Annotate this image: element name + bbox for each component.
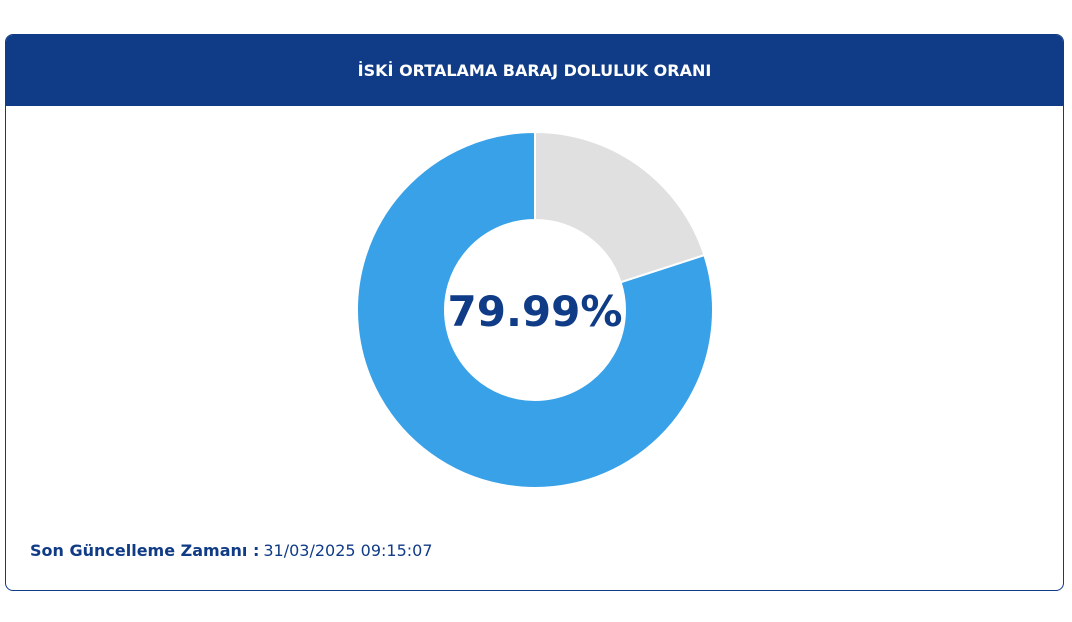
center-label: 79.99%	[448, 287, 623, 336]
footer-value: 31/03/2025 09:15:07	[263, 541, 433, 560]
card-title: İSKİ ORTALAMA BARAJ DOLULUK ORANI	[6, 35, 1063, 106]
donut-segment	[534, 130, 706, 284]
chart: 79.99%	[356, 130, 714, 489]
footer-label: Son Güncelleme Zamanı :	[30, 541, 260, 560]
donut-segment	[356, 130, 714, 489]
card: İSKİ ORTALAMA BARAJ DOLULUK ORANI 79.99%…	[5, 34, 1064, 591]
footer: Son Güncelleme Zamanı :31/03/2025 09:15:…	[30, 541, 433, 560]
